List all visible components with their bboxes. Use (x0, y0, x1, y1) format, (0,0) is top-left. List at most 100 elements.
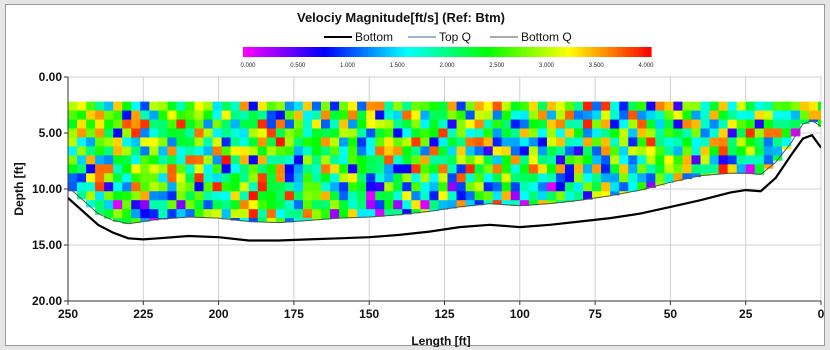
velocity-cell (348, 200, 358, 210)
velocity-cell (574, 155, 584, 165)
velocity-cell (384, 173, 394, 183)
velocity-cell (429, 191, 439, 201)
velocity-cell (537, 119, 548, 130)
velocity-cell (131, 146, 141, 156)
velocity-cell (95, 209, 105, 215)
velocity-cell (619, 101, 629, 112)
velocity-cell (167, 182, 177, 192)
velocity-cell (366, 200, 376, 210)
colorbar-segment (518, 47, 522, 57)
velocity-cell (194, 182, 205, 192)
velocity-cell (194, 146, 205, 156)
velocity-cell (330, 128, 340, 138)
colorbar-segment (635, 47, 639, 57)
velocity-cell (628, 155, 638, 165)
velocity-cell (637, 182, 647, 191)
colorbar-segment (342, 47, 346, 57)
velocity-cell (77, 191, 87, 200)
velocity-cell (140, 110, 150, 121)
colorbar-segment (306, 47, 310, 57)
velocity-cell (284, 119, 295, 130)
velocity-cell (492, 146, 503, 156)
velocity-cell (610, 119, 620, 130)
velocity-cell (664, 128, 674, 138)
velocity-cell (510, 146, 521, 156)
colorbar-segment (396, 47, 400, 57)
velocity-cell (574, 110, 584, 121)
velocity-cell (456, 119, 467, 130)
velocity-cell (257, 101, 268, 112)
velocity-cell (691, 137, 702, 147)
velocity-cell (167, 200, 177, 210)
colorbar-segment (329, 47, 333, 57)
velocity-cell (375, 101, 385, 112)
velocity-cell (212, 110, 223, 121)
velocity-cell (302, 146, 313, 156)
colorbar-segment (393, 47, 397, 57)
velocity-cell (709, 101, 720, 112)
colorbar-tick-label: 1.000 (340, 63, 356, 69)
velocity-cell (555, 191, 566, 201)
velocity-cell (194, 191, 205, 201)
velocity-cells (68, 101, 821, 224)
velocity-cell (709, 164, 720, 174)
velocity-cell (68, 101, 78, 112)
velocity-cell (474, 200, 485, 206)
velocity-cell (257, 119, 268, 130)
colorbar-segment (515, 47, 519, 57)
velocity-cell (799, 110, 810, 121)
velocity-cell (375, 173, 385, 183)
velocity-cell (574, 182, 584, 192)
velocity-cell (311, 119, 322, 130)
colorbar-segment (385, 47, 389, 57)
velocity-cell (483, 110, 494, 121)
velocity-cell (510, 182, 521, 192)
velocity-cell (348, 173, 358, 183)
velocity-cell (339, 182, 349, 192)
velocity-cell (709, 137, 720, 147)
velocity-cell (257, 155, 268, 165)
velocity-cell (149, 209, 159, 219)
velocity-cell (302, 137, 313, 147)
velocity-cell (772, 110, 783, 121)
velocity-cell (808, 110, 819, 121)
colorbar-segment (594, 47, 599, 57)
velocity-cell (411, 155, 421, 165)
velocity-cell (122, 119, 132, 130)
velocity-cell (86, 110, 96, 121)
colorbar-segment (510, 47, 514, 57)
velocity-cell (763, 137, 774, 147)
velocity-cell (637, 155, 647, 165)
velocity-cell (176, 146, 186, 156)
velocity-cell (465, 137, 476, 147)
velocity-cell (592, 128, 602, 138)
velocity-cell (167, 191, 177, 201)
velocity-cell (176, 119, 186, 130)
velocity-cell (583, 110, 593, 121)
velocity-cell (113, 155, 123, 165)
velocity-cell (230, 191, 241, 201)
velocity-cell (592, 110, 602, 121)
velocity-cell (592, 182, 602, 192)
velocity-cell (583, 173, 593, 183)
velocity-cell (266, 173, 277, 183)
velocity-cell (140, 173, 150, 183)
velocity-cell (384, 128, 394, 138)
velocity-cell (212, 128, 223, 138)
colorbar-segment (505, 47, 509, 57)
velocity-cell (176, 101, 186, 112)
velocity-cell (628, 137, 638, 147)
x-tick-label: 50 (664, 307, 678, 321)
velocity-cell (311, 101, 322, 112)
velocity-cell (158, 146, 168, 156)
velocity-cell (149, 200, 159, 210)
velocity-cell (158, 200, 168, 210)
velocity-cell (438, 164, 449, 174)
velocity-cell (330, 164, 340, 174)
velocity-cell (257, 182, 268, 192)
velocity-cell (104, 191, 114, 201)
velocity-cell (537, 128, 548, 138)
velocity-cell (348, 191, 358, 201)
velocity-cell (799, 101, 810, 112)
velocity-cell (637, 128, 647, 138)
